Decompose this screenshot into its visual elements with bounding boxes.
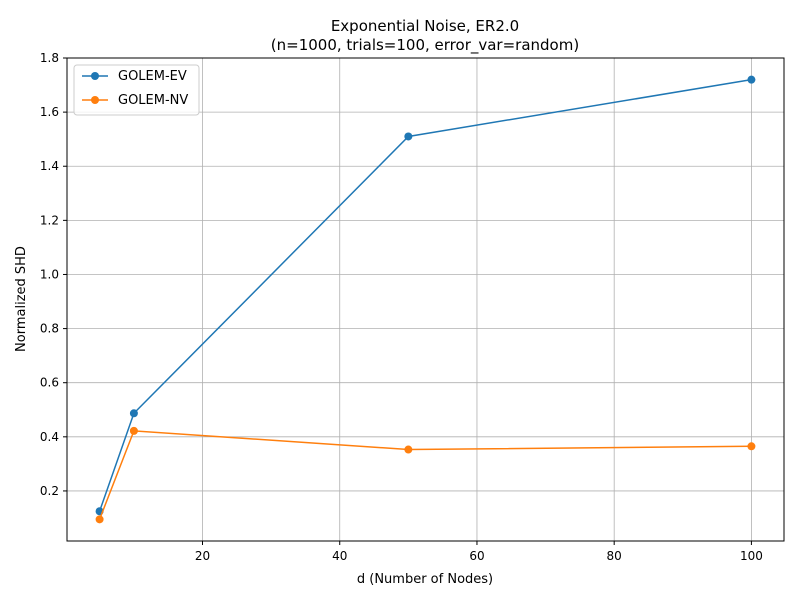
data-point-golem-ev [747,75,756,84]
data-point-golem-ev [404,132,413,141]
x-tick-label: 20 [195,549,210,563]
legend: GOLEM-EV GOLEM-NV [73,64,200,116]
x-tick-label: 80 [607,549,622,563]
y-tick-label: 1.2 [40,213,59,227]
series-line-golem-ev [98,78,752,512]
legend-label-golem-nv: GOLEM-NV [118,93,188,108]
series-layer [95,75,756,524]
legend-marker-golem-ev [91,72,99,80]
legend-box [73,64,200,116]
data-point-golem-nv [404,445,413,454]
chart-subtitle: (n=1000, trials=100, error_var=random) [271,36,579,55]
x-tick-label: 100 [740,549,763,563]
y-tick-label: 1.6 [40,105,59,119]
x-axis-label: d (Number of Nodes) [357,572,493,587]
y-tick-label: 1.0 [40,267,59,281]
y-tick-label: 1.8 [40,51,59,65]
chart-title: Exponential Noise, ER2.0 [331,17,519,35]
x-tick-label: 60 [469,549,484,563]
x-tick-label: 40 [332,549,347,563]
ticks: 20 40 60 80 100 0.2 0.4 0.6 0.8 1.0 1.2 1.4 1.6 1.8 [40,51,763,563]
data-point-golem-nv [129,426,138,435]
data-point-golem-ev [129,409,138,418]
plot-frame [66,57,785,542]
y-tick-label: 1.4 [40,159,59,173]
y-tick-label: 0.2 [40,484,59,498]
y-axis-label: Normalized SHD [14,246,29,352]
series-line-golem-nv [98,430,752,520]
data-point-golem-nv [747,442,756,451]
legend-marker-golem-nv [91,96,99,104]
y-tick-label: 0.8 [40,322,59,336]
data-point-golem-nv [95,515,104,524]
y-tick-label: 0.4 [40,430,59,444]
legend-label-golem-ev: GOLEM-EV [118,69,187,84]
y-tick-label: 0.6 [40,376,59,390]
